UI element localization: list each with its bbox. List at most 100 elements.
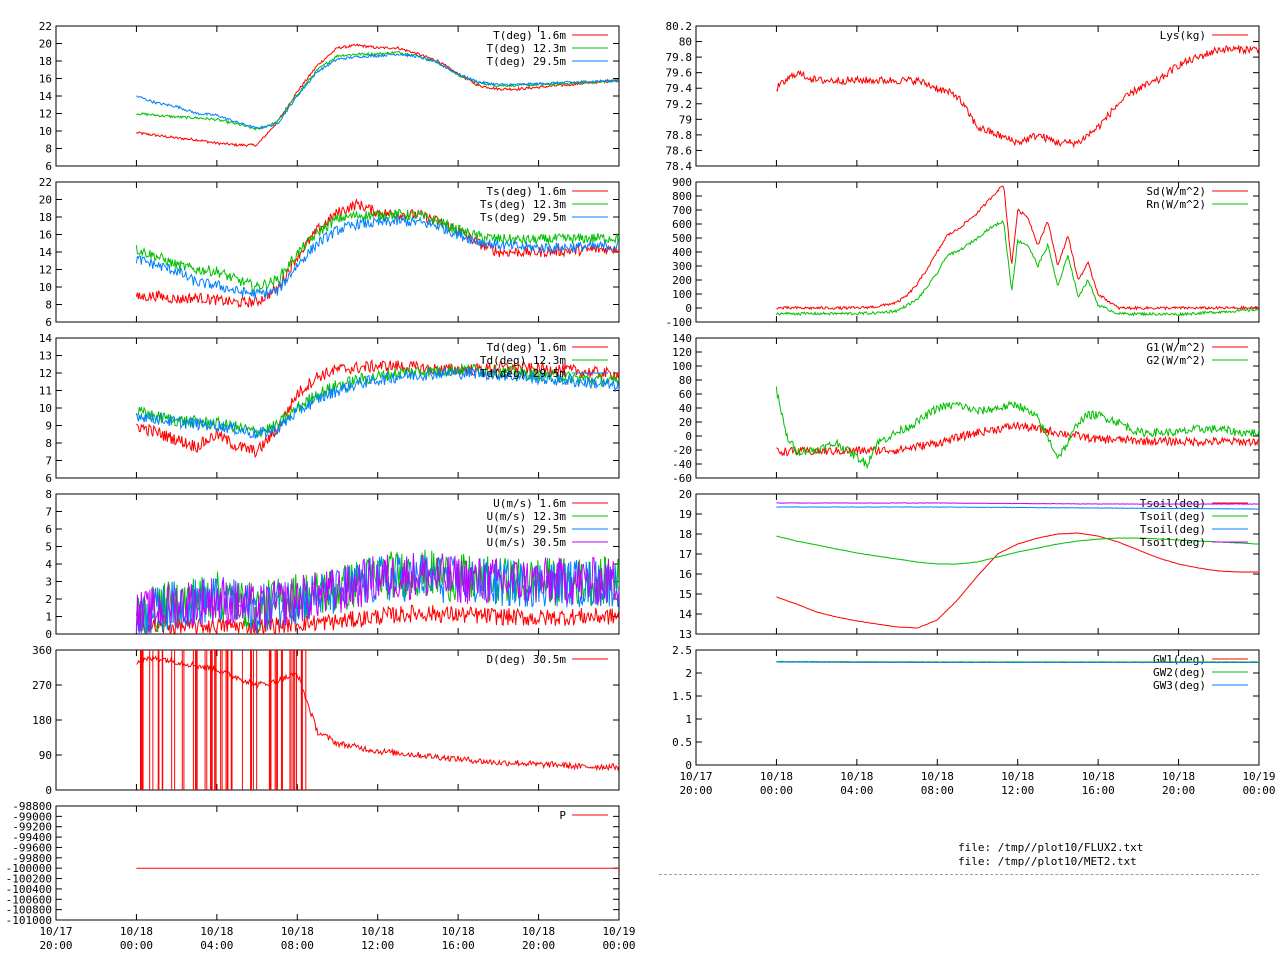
legend-label: Lys(kg) bbox=[1160, 29, 1206, 42]
x-tick-label: 04:00 bbox=[840, 784, 873, 797]
y-tick-label: -98800 bbox=[12, 800, 52, 813]
y-tick-label: 13 bbox=[39, 350, 52, 363]
y-tick-label: -99800 bbox=[12, 852, 52, 865]
legend-label: Td(deg) 1.6m bbox=[487, 341, 567, 354]
y-tick-label: 900 bbox=[672, 176, 692, 189]
y-tick-label: 10 bbox=[39, 125, 52, 138]
y-tick-label: 80 bbox=[679, 374, 692, 387]
panel-p: -101000-100800-100600-100400-100200-1000… bbox=[6, 800, 636, 952]
series-rad-0 bbox=[776, 185, 1259, 311]
y-tick-label: 79.4 bbox=[666, 82, 693, 95]
y-tick-label: 8 bbox=[45, 143, 52, 156]
y-tick-label: -100600 bbox=[6, 893, 52, 906]
y-tick-label: -99000 bbox=[12, 810, 52, 823]
y-tick-label: 80 bbox=[679, 36, 692, 49]
y-tick-label: 8 bbox=[45, 299, 52, 312]
y-tick-label: -100800 bbox=[6, 904, 52, 917]
legend-label: P bbox=[559, 809, 566, 822]
panel-tsoil: 1314151617181920Tsoil(deg)Tsoil(deg)Tsoi… bbox=[679, 488, 1260, 641]
x-tick-label: 00:00 bbox=[760, 784, 793, 797]
y-tick-label: 4 bbox=[45, 558, 52, 571]
y-tick-label: 14 bbox=[39, 246, 53, 259]
y-tick-label: 17 bbox=[679, 548, 692, 561]
y-tick-label: 14 bbox=[39, 332, 53, 345]
y-tick-label: 80.2 bbox=[666, 20, 693, 33]
y-tick-label: 7 bbox=[45, 455, 52, 468]
y-tick-label: 79.2 bbox=[666, 98, 693, 111]
y-tick-label: 6 bbox=[45, 472, 52, 485]
y-tick-label: 5 bbox=[45, 541, 52, 554]
x-tick-label: 10/18 bbox=[760, 770, 793, 783]
y-tick-label: 0 bbox=[685, 430, 692, 443]
y-tick-label: 79.6 bbox=[666, 67, 693, 80]
y-tick-label: 16 bbox=[679, 568, 692, 581]
series-td-1 bbox=[135, 363, 619, 438]
plot-frame bbox=[695, 649, 1260, 766]
x-tick-label: 00:00 bbox=[602, 939, 635, 952]
x-tick-label: 16:00 bbox=[442, 939, 475, 952]
series-t-0 bbox=[136, 43, 619, 148]
series-tsoil-3 bbox=[776, 502, 1259, 505]
y-tick-label: 20 bbox=[679, 488, 692, 501]
y-tick-label: 10 bbox=[39, 281, 52, 294]
y-tick-label: 22 bbox=[39, 20, 52, 33]
y-tick-label: 6 bbox=[45, 316, 52, 329]
y-tick-label: 16 bbox=[39, 229, 52, 242]
y-tick-label: 1.5 bbox=[672, 690, 692, 703]
y-tick-label: 15 bbox=[679, 588, 692, 601]
x-tick-label: 20:00 bbox=[679, 784, 712, 797]
y-tick-label: 78.4 bbox=[666, 160, 693, 173]
x-tick-label: 20:00 bbox=[39, 939, 72, 952]
legend-label: U(m/s) 29.5m bbox=[487, 523, 567, 536]
y-tick-label: 78.8 bbox=[666, 129, 693, 142]
x-tick-label: 10/18 bbox=[281, 925, 314, 938]
y-tick-label: -40 bbox=[672, 458, 692, 471]
x-tick-label: 10/18 bbox=[1001, 770, 1034, 783]
x-tick-label: 10/17 bbox=[39, 925, 72, 938]
x-tick-label: 08:00 bbox=[921, 784, 954, 797]
series-ts-2 bbox=[135, 214, 619, 299]
y-tick-label: 360 bbox=[32, 644, 52, 657]
y-tick-label: 0 bbox=[45, 628, 52, 641]
y-tick-label: 2 bbox=[685, 667, 692, 680]
y-tick-label: 10 bbox=[39, 402, 52, 415]
legend-label: Sd(W/m^2) bbox=[1146, 185, 1206, 198]
footer-file-2: file: /tmp//plot10/MET2.txt bbox=[958, 855, 1137, 868]
x-tick-label: 12:00 bbox=[361, 939, 394, 952]
series-gw-1 bbox=[776, 660, 1259, 663]
y-tick-label: 8 bbox=[45, 488, 52, 501]
legend-label: Ts(deg) 29.5m bbox=[480, 211, 566, 224]
legend-label: Tsoil(deg) bbox=[1140, 497, 1206, 510]
y-tick-label: 18 bbox=[679, 528, 692, 541]
legend-label: Td(deg) 12.3m bbox=[480, 354, 566, 367]
legend-label: Tsoil(deg) bbox=[1140, 536, 1206, 549]
y-tick-label: 100 bbox=[672, 360, 692, 373]
x-tick-label: 20:00 bbox=[1162, 784, 1195, 797]
y-tick-label: 6 bbox=[45, 160, 52, 173]
legend-label: Ts(deg) 12.3m bbox=[480, 198, 566, 211]
x-tick-label: 10/18 bbox=[921, 770, 954, 783]
y-tick-label: 120 bbox=[672, 346, 692, 359]
panel-lys: 78.4 78.6 78.8 79 79.2 79.4 79.6 79.8 80 80.2 Lys(… bbox=[666, 20, 1260, 173]
x-tick-label: 00:00 bbox=[120, 939, 153, 952]
y-tick-label: 9 bbox=[45, 420, 52, 433]
y-tick-label: 500 bbox=[672, 232, 692, 245]
x-tick-label: 10/18 bbox=[1162, 770, 1195, 783]
y-tick-label: 800 bbox=[672, 190, 692, 203]
series-ts-1 bbox=[135, 209, 619, 292]
plot-frame bbox=[695, 25, 1260, 167]
legend-label: Ts(deg) 1.6m bbox=[487, 185, 567, 198]
y-tick-label: 60 bbox=[679, 388, 692, 401]
y-tick-label: 11 bbox=[39, 385, 52, 398]
x-tick-label: 08:00 bbox=[281, 939, 314, 952]
plot-frame bbox=[55, 805, 620, 921]
y-tick-label: 0 bbox=[45, 784, 52, 797]
panel-u: 0 1 2 3 4 5 6 7 8 U(m/s) 1.6mU(m/s) 12.3mU(m/s) 2… bbox=[45, 488, 620, 641]
y-tick-label: 2.5 bbox=[672, 644, 692, 657]
series-t-2 bbox=[136, 52, 619, 130]
y-tick-label: 79.8 bbox=[666, 51, 693, 64]
y-tick-label: 14 bbox=[679, 608, 693, 621]
y-tick-label: 6 bbox=[45, 523, 52, 536]
